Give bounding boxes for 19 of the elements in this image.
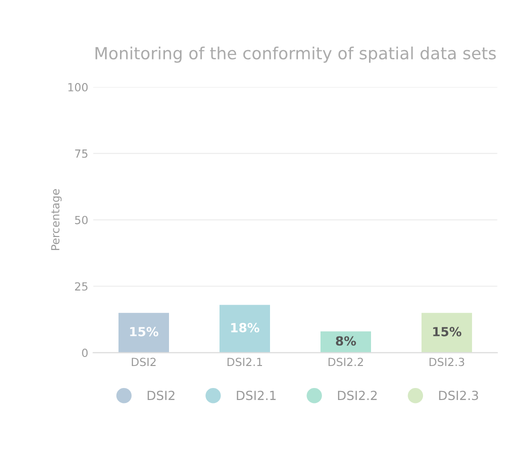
x-tick-label: DSI2 <box>132 358 156 366</box>
y-tick-label: 50 <box>75 216 88 224</box>
y-tick-label: 100 <box>68 82 88 92</box>
data-label: 8% <box>336 336 356 346</box>
legend-label: DSI2.2 <box>338 390 377 400</box>
x-tick-label: DSI2.1 <box>228 358 262 366</box>
chart-title: Monitoring of the conformity of spatial data sets <box>96 46 496 63</box>
x-tick-label: DSI2.2 <box>328 358 363 366</box>
y-tick-label: 25 <box>75 282 88 291</box>
legend-label: DSI2 <box>148 390 174 400</box>
y-tick-label: 75 <box>75 150 88 158</box>
y-tick-label: 0 <box>82 348 88 358</box>
legend-label: DSI2.1 <box>236 390 276 400</box>
legend-label: DSI2.3 <box>439 390 478 400</box>
y-axis-title: Percentage <box>51 189 62 250</box>
data-label: 15% <box>130 326 158 336</box>
data-label: 15% <box>433 326 462 336</box>
x-tick-label: DSI2.3 <box>430 358 464 366</box>
data-label: 18% <box>231 322 260 332</box>
